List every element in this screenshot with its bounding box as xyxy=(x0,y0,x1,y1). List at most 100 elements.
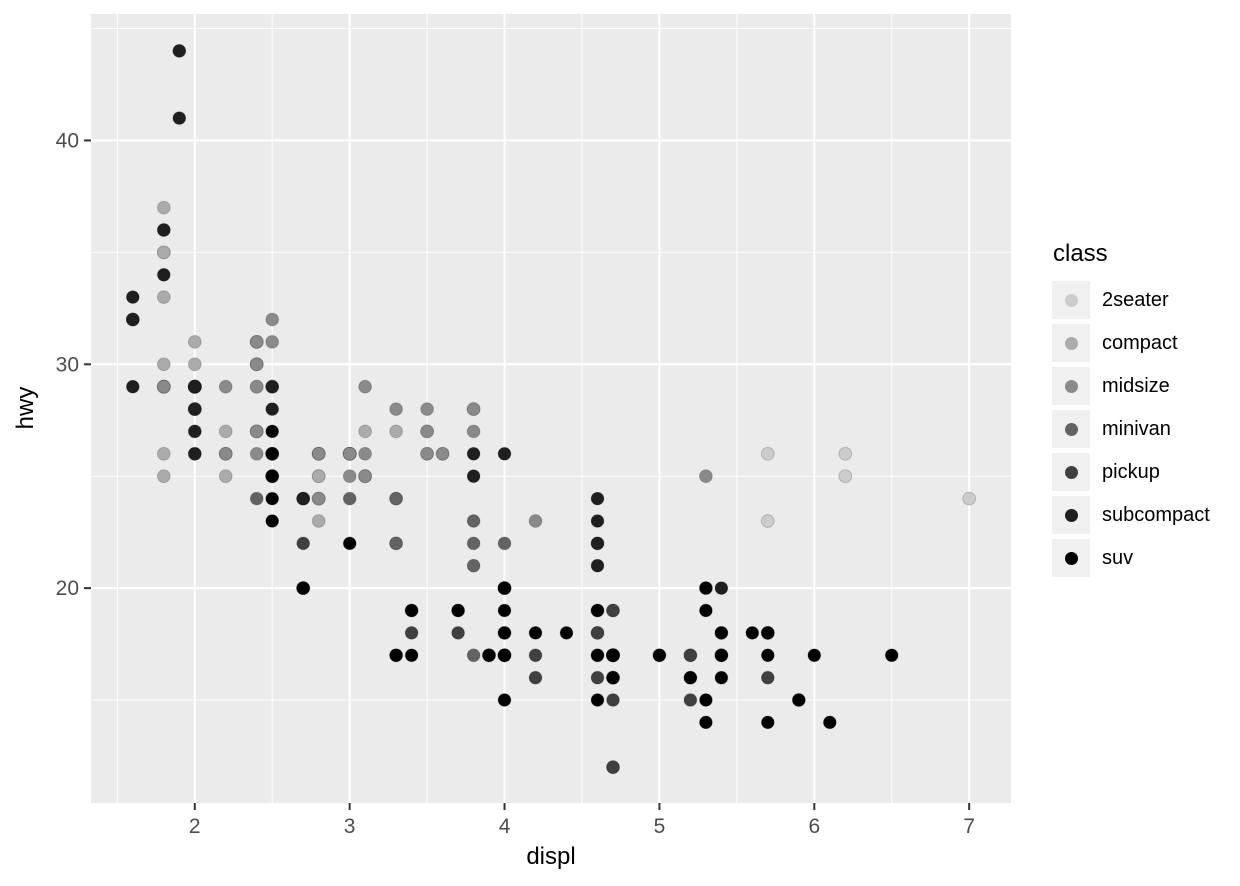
data-point xyxy=(389,536,404,551)
data-point xyxy=(249,335,264,349)
legend-item-label: suv xyxy=(1102,546,1134,569)
data-point xyxy=(187,402,202,417)
data-point xyxy=(389,648,404,663)
data-point xyxy=(249,491,264,506)
data-point xyxy=(156,446,171,461)
y-tick-label: 30 xyxy=(56,353,79,376)
data-point xyxy=(528,514,543,528)
data-point xyxy=(420,402,435,417)
data-point xyxy=(714,670,729,685)
y-tick-label: 40 xyxy=(56,129,79,152)
legend-key xyxy=(1052,410,1090,448)
data-point xyxy=(822,715,837,730)
legend-dot-icon xyxy=(1064,422,1078,436)
legend-item-midsize: midsize xyxy=(1052,367,1210,405)
data-point xyxy=(125,290,140,305)
data-point xyxy=(172,44,187,58)
legend-key xyxy=(1052,496,1090,534)
data-point xyxy=(590,626,605,640)
data-point xyxy=(451,626,466,640)
data-point xyxy=(528,648,543,663)
x-tick-label: 3 xyxy=(344,815,356,838)
data-point xyxy=(466,402,481,417)
data-point xyxy=(590,558,605,573)
data-point xyxy=(420,424,435,439)
data-point xyxy=(590,693,605,707)
data-point xyxy=(606,760,620,775)
data-point xyxy=(760,670,775,685)
data-point xyxy=(156,200,171,215)
x-tick-label: 2 xyxy=(189,815,201,838)
data-point xyxy=(311,446,326,461)
data-point xyxy=(497,626,512,640)
legend-item-label: minivan xyxy=(1102,417,1171,440)
data-point xyxy=(435,446,450,461)
data-point xyxy=(265,335,280,349)
data-point xyxy=(358,469,373,484)
data-point xyxy=(156,267,171,282)
y-tick-label: 20 xyxy=(56,577,79,600)
data-point xyxy=(838,446,853,461)
data-point xyxy=(249,424,264,439)
legend-key xyxy=(1052,367,1090,405)
legend-item-2seater: 2seater xyxy=(1052,281,1210,319)
legend-item-label: midsize xyxy=(1102,374,1170,397)
data-point xyxy=(606,670,620,685)
data-point xyxy=(497,603,512,618)
data-point xyxy=(466,424,481,439)
data-point xyxy=(760,715,775,730)
data-point xyxy=(606,603,620,618)
data-point xyxy=(342,446,357,461)
data-point xyxy=(218,424,233,439)
legend-dot-icon xyxy=(1064,551,1078,565)
data-point xyxy=(760,446,775,461)
data-point xyxy=(249,379,264,394)
legend-item-label: compact xyxy=(1102,331,1178,354)
data-point xyxy=(714,648,729,663)
data-point xyxy=(699,603,713,618)
x-axis-title: displ xyxy=(526,843,576,870)
data-point xyxy=(265,469,280,484)
data-point xyxy=(125,379,140,394)
legend-key xyxy=(1052,281,1090,319)
data-point xyxy=(606,693,620,707)
data-point xyxy=(342,536,357,551)
data-point xyxy=(265,402,280,417)
data-point xyxy=(699,581,713,595)
data-point xyxy=(497,446,512,461)
data-point xyxy=(125,312,140,327)
legend-item-subcompact: subcompact xyxy=(1052,496,1210,534)
data-point xyxy=(187,335,202,349)
data-point xyxy=(528,670,543,685)
data-point xyxy=(218,446,233,461)
data-point xyxy=(497,536,512,551)
data-point xyxy=(590,536,605,551)
data-point xyxy=(358,446,373,461)
legend-key xyxy=(1052,324,1090,362)
data-point xyxy=(156,469,171,484)
data-point xyxy=(590,648,605,663)
data-point xyxy=(590,670,605,685)
data-point xyxy=(265,446,280,461)
legend: class 2seater compact midsize minivan pi… xyxy=(1052,240,1210,582)
x-tick-label: 7 xyxy=(963,815,975,838)
data-point xyxy=(358,424,373,439)
data-point xyxy=(466,446,481,461)
data-point xyxy=(590,514,605,528)
legend-item-suv: suv xyxy=(1052,539,1210,577)
data-point xyxy=(699,469,713,484)
legend-item-label: pickup xyxy=(1102,460,1160,483)
data-point xyxy=(389,491,404,506)
data-point xyxy=(187,424,202,439)
data-point xyxy=(466,558,481,573)
data-point xyxy=(311,514,326,528)
legend-dot-icon xyxy=(1064,379,1078,393)
data-point xyxy=(714,626,729,640)
data-point xyxy=(296,536,311,551)
data-point xyxy=(466,469,481,484)
data-point xyxy=(497,648,512,663)
legend-dot-icon xyxy=(1064,508,1078,522)
x-tick-label: 4 xyxy=(499,815,511,838)
